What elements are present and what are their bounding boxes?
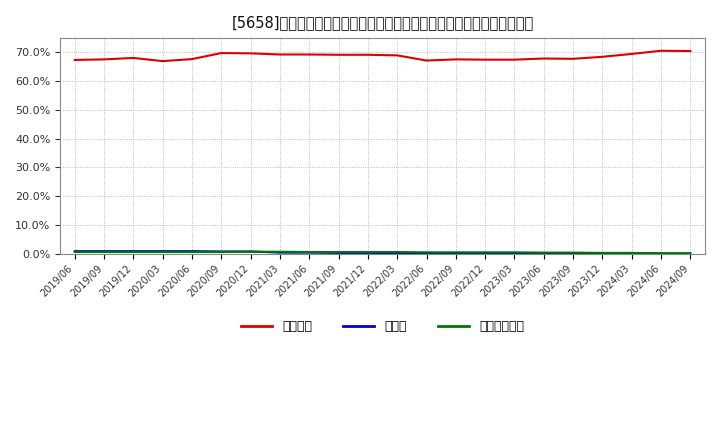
Legend: 自己資本, のれん, 繰延税金資産: 自己資本, のれん, 繰延税金資産 (235, 315, 529, 338)
Title: [5658]　自己資本、のれん、繰延税金資産の総資産に対する比率の推移: [5658] 自己資本、のれん、繰延税金資産の総資産に対する比率の推移 (231, 15, 534, 30)
